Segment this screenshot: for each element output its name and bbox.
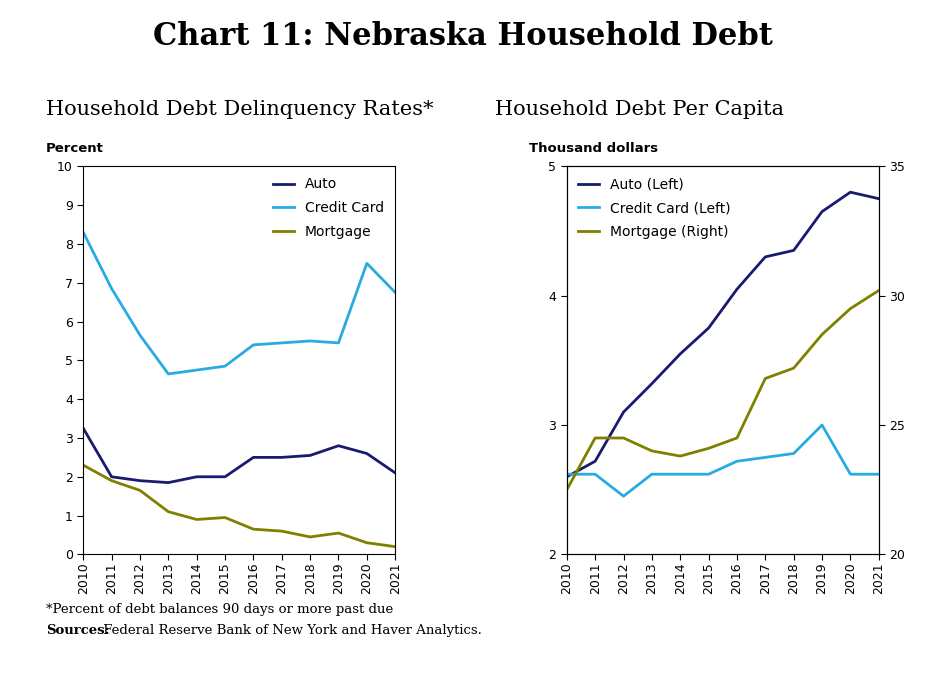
- Auto: [248, 453, 259, 462]
- Mortgage (Right): [589, 434, 600, 442]
- Auto (Left): [703, 324, 714, 332]
- Mortgage: [277, 527, 288, 535]
- Auto: [78, 424, 89, 432]
- Auto (Left): [817, 207, 828, 216]
- Text: Sources:: Sources:: [46, 624, 110, 637]
- Mortgage: [362, 538, 373, 547]
- Text: *Percent of debt balances 90 days or more past due: *Percent of debt balances 90 days or mor…: [46, 603, 393, 616]
- Auto: [304, 451, 315, 459]
- Text: Household Debt Per Capita: Household Debt Per Capita: [495, 100, 783, 119]
- Credit Card: [163, 370, 174, 378]
- Mortgage (Right): [845, 304, 856, 313]
- Mortgage: [106, 477, 117, 485]
- Mortgage: [248, 525, 259, 534]
- Mortgage: [163, 507, 174, 516]
- Text: Federal Reserve Bank of New York and Haver Analytics.: Federal Reserve Bank of New York and Hav…: [99, 624, 482, 637]
- Auto (Left): [647, 380, 658, 388]
- Auto: [191, 473, 203, 481]
- Credit Card: [191, 366, 203, 374]
- Mortgage: [134, 486, 145, 495]
- Credit Card: [333, 339, 344, 347]
- Line: Mortgage (Right): Mortgage (Right): [567, 290, 879, 490]
- Auto (Left): [788, 246, 799, 254]
- Credit Card: [106, 284, 117, 292]
- Line: Auto: Auto: [83, 428, 395, 482]
- Mortgage (Right): [703, 444, 714, 453]
- Credit Card (Left): [817, 421, 828, 429]
- Line: Credit Card: Credit Card: [83, 232, 395, 374]
- Line: Mortgage: Mortgage: [83, 465, 395, 547]
- Auto (Left): [618, 408, 629, 416]
- Credit Card: [78, 228, 89, 236]
- Legend: Auto, Credit Card, Mortgage: Auto, Credit Card, Mortgage: [269, 173, 388, 243]
- Credit Card: [362, 259, 373, 267]
- Mortgage: [191, 516, 203, 524]
- Auto (Left): [759, 253, 771, 261]
- Mortgage (Right): [873, 286, 884, 295]
- Text: Percent: Percent: [46, 141, 104, 155]
- Credit Card: [219, 362, 230, 370]
- Auto: [219, 473, 230, 481]
- Mortgage: [78, 461, 89, 469]
- Credit Card (Left): [618, 492, 629, 500]
- Credit Card (Left): [674, 470, 685, 478]
- Text: Chart 11: Nebraska Household Debt: Chart 11: Nebraska Household Debt: [153, 21, 772, 52]
- Mortgage: [389, 543, 401, 551]
- Credit Card: [277, 339, 288, 347]
- Credit Card (Left): [845, 470, 856, 478]
- Auto (Left): [589, 457, 600, 466]
- Auto (Left): [873, 195, 884, 203]
- Credit Card: [304, 337, 315, 345]
- Mortgage (Right): [788, 364, 799, 372]
- Mortgage (Right): [817, 331, 828, 339]
- Mortgage (Right): [674, 452, 685, 460]
- Mortgage (Right): [647, 447, 658, 455]
- Auto: [333, 441, 344, 450]
- Credit Card (Left): [788, 449, 799, 457]
- Mortgage: [219, 514, 230, 522]
- Mortgage: [304, 533, 315, 541]
- Auto: [134, 477, 145, 485]
- Auto: [106, 473, 117, 481]
- Legend: Auto (Left), Credit Card (Left), Mortgage (Right): Auto (Left), Credit Card (Left), Mortgag…: [574, 173, 734, 243]
- Credit Card (Left): [647, 470, 658, 478]
- Auto (Left): [561, 473, 573, 481]
- Text: Household Debt Delinquency Rates*: Household Debt Delinquency Rates*: [46, 100, 434, 119]
- Line: Credit Card (Left): Credit Card (Left): [567, 425, 879, 496]
- Text: Thousand dollars: Thousand dollars: [529, 141, 659, 155]
- Mortgage (Right): [759, 374, 771, 383]
- Auto: [362, 449, 373, 457]
- Credit Card: [389, 288, 401, 297]
- Credit Card: [248, 341, 259, 349]
- Auto (Left): [845, 188, 856, 196]
- Credit Card (Left): [873, 470, 884, 478]
- Credit Card (Left): [589, 470, 600, 478]
- Credit Card (Left): [703, 470, 714, 478]
- Credit Card (Left): [732, 457, 743, 466]
- Mortgage (Right): [618, 434, 629, 442]
- Line: Auto (Left): Auto (Left): [567, 192, 879, 477]
- Mortgage: [333, 529, 344, 537]
- Auto (Left): [674, 350, 685, 358]
- Credit Card (Left): [759, 453, 771, 462]
- Credit Card: [134, 331, 145, 340]
- Auto: [163, 478, 174, 486]
- Credit Card (Left): [561, 470, 573, 478]
- Mortgage (Right): [732, 434, 743, 442]
- Mortgage (Right): [561, 486, 573, 494]
- Auto (Left): [732, 285, 743, 293]
- Auto: [389, 468, 401, 477]
- Auto: [277, 453, 288, 462]
